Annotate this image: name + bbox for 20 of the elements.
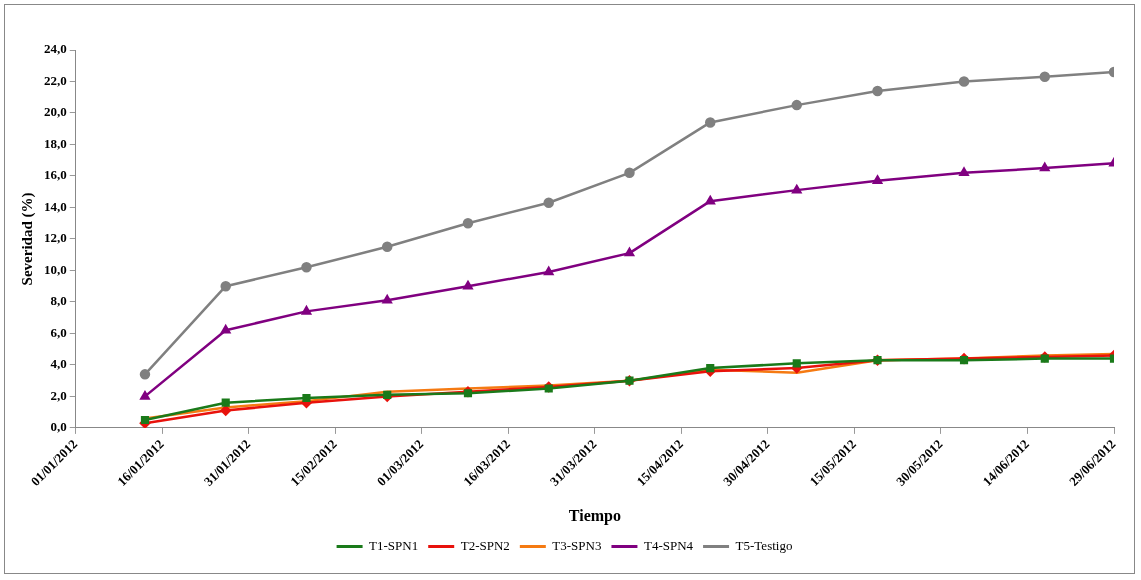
y-tick-label: 10,0 [44,261,67,277]
y-tick-label: 2,0 [50,387,67,403]
y-tick-label: 24,0 [44,41,67,57]
y-axis-title: Severidad (%) [18,192,36,286]
y-tick-label: 0,0 [50,419,67,435]
y-tick-label: 20,0 [44,104,67,120]
y-tick-label: 4,0 [50,356,67,372]
legend-label: T4-SPN4 [643,537,694,553]
legend-label: T1-SPN1 [369,537,419,553]
y-tick-label: 14,0 [44,198,67,214]
y-tick-label: 8,0 [50,293,67,309]
y-tick-label: 16,0 [44,167,67,183]
y-tick-label: 6,0 [50,324,67,340]
y-tick-label: 18,0 [44,135,67,151]
y-tick-label: 12,0 [44,230,67,246]
y-tick-label: 22,0 [44,72,67,88]
legend-label: T2-SPN2 [460,537,510,553]
legend-label: T5-Testigo [735,537,793,553]
x-axis-title: Tiempo [568,506,621,525]
legend-label: T3-SPN3 [552,537,602,553]
